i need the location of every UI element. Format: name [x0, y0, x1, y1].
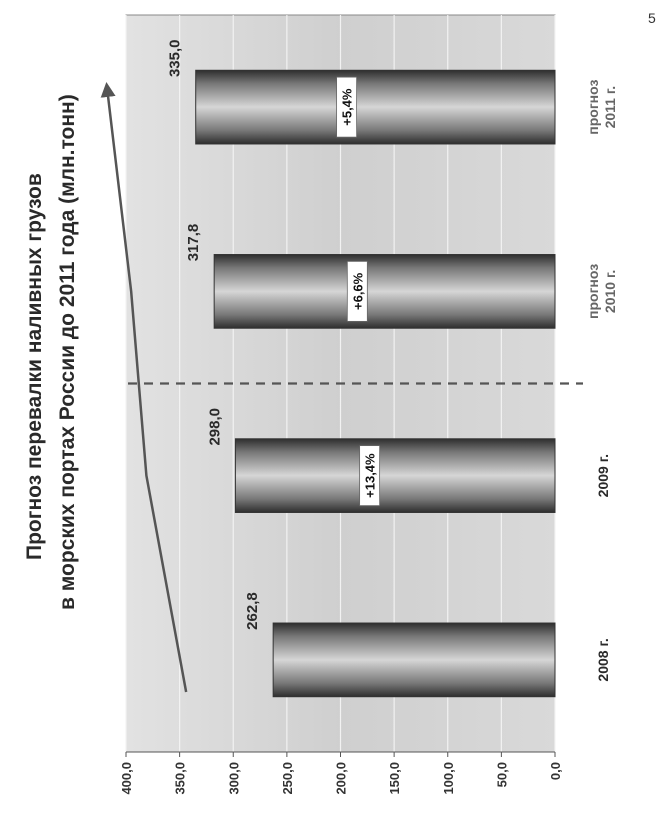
bar — [213, 254, 556, 329]
value-tick-label: 50,0 — [494, 762, 509, 787]
value-tick-label: 0,0 — [548, 762, 563, 780]
trend-arrow — [100, 82, 188, 693]
bar-value-label: 262,8 — [244, 592, 261, 630]
bar-value-label: 317,8 — [185, 224, 202, 262]
bar-value-label: 298,0 — [206, 408, 223, 446]
growth-label-box — [346, 260, 368, 322]
growth-label: +6,6% — [350, 272, 365, 310]
bar-value-label: 335,0 — [167, 40, 184, 78]
growth-label-box — [336, 76, 358, 138]
value-tick-label: 400,0 — [119, 762, 134, 795]
category-label: прогноз — [585, 264, 601, 319]
value-tick-label: 350,0 — [173, 762, 188, 795]
growth-label: +13,4% — [363, 453, 378, 498]
growth-label: +5,4% — [340, 88, 355, 126]
bar — [272, 622, 556, 698]
category-label: 2009 г. — [595, 454, 611, 497]
growth-label-box — [359, 445, 381, 507]
bar — [195, 69, 556, 145]
bar — [234, 438, 556, 513]
category-label: 2011 г. — [602, 86, 618, 129]
category-label: 2008 г. — [595, 638, 611, 681]
value-tick-label: 100,0 — [441, 762, 456, 795]
value-tick-label: 250,0 — [280, 762, 295, 795]
value-tick-label: 150,0 — [387, 762, 402, 795]
category-label: прогноз — [585, 80, 601, 135]
page-number: 5 — [648, 10, 656, 26]
value-tick-label: 200,0 — [334, 762, 349, 795]
value-tick-label: 300,0 — [226, 762, 241, 795]
category-label: 2010 г. — [602, 270, 618, 313]
